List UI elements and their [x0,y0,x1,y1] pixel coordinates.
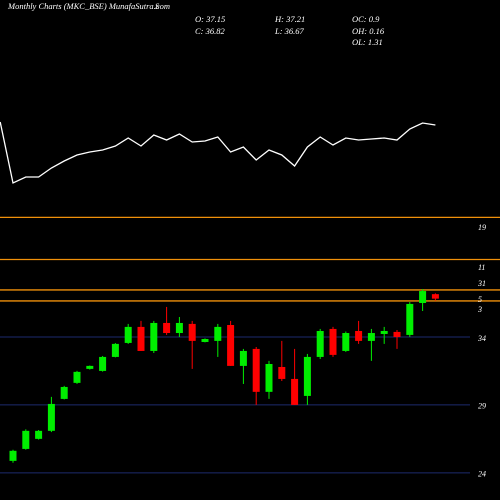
ohlc-stat: OL: 1.31 [352,37,383,47]
chart-title: Monthly Charts (MKC_BSE) MunafaSutra.com [7,1,170,11]
candle-body [316,330,324,357]
candle-body [35,430,43,439]
ohlc-stat: OC: 0.9 [352,14,380,24]
candle-body [111,343,119,357]
candle-body [380,330,388,334]
candle-body [73,371,81,383]
y-tick-label: 34 [477,334,486,343]
candle-body [99,356,107,371]
candle-body [214,326,222,341]
candle-body [393,331,401,337]
candle-body [227,325,235,366]
ohlc-stat: H: 37.21 [274,14,305,24]
ohlc-stat: OH: 0.16 [352,26,385,36]
candle-body [175,322,183,334]
candle-body [60,386,68,399]
candle-body [252,348,260,392]
candle-body [419,291,427,303]
y-tick-label: 24 [478,470,486,479]
ohlc-stat: C: 36.82 [195,26,226,36]
level-label: 5 [478,295,482,304]
candle-body [265,363,273,392]
candle-body [150,322,158,351]
candle-body [124,326,132,343]
candle-body [201,338,209,342]
candle-body [303,356,311,396]
symbol: S [155,1,160,11]
candle-body [47,403,55,431]
level-label: 19 [478,223,486,232]
level-label: 31 [477,279,486,288]
candle-body [329,328,337,355]
y-tick-label: 29 [478,402,486,411]
candle-body [9,450,17,461]
candle-body [367,333,375,341]
candle-body [278,366,286,379]
candle-body [355,330,363,341]
candle-body [431,294,439,299]
candle-body [239,350,247,366]
candle-body [188,323,196,341]
level-label: 3 [477,305,482,314]
candle-body [406,303,414,335]
candle-body [22,430,30,449]
level-label: 11 [478,263,485,272]
indicator-line [0,121,436,184]
candle-body [291,378,299,405]
candle-body [86,365,94,369]
candle-body [137,326,145,351]
ohlc-stat: L: 36.67 [274,26,305,36]
candle-body [163,322,171,334]
ohlc-stat: O: 37.15 [195,14,225,24]
candle-body [342,333,350,351]
